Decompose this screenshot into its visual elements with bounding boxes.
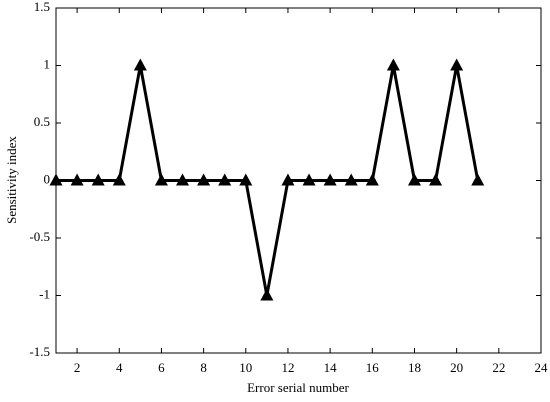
- x-tick-label: 4: [116, 360, 123, 375]
- x-tick-label: 6: [158, 360, 165, 375]
- marker: [197, 173, 211, 186]
- x-tick-label: 10: [239, 360, 252, 375]
- x-tick-label: 14: [324, 360, 338, 375]
- marker: [471, 173, 485, 186]
- x-tick-label: 24: [535, 360, 549, 375]
- marker: [386, 58, 400, 71]
- y-tick-label: 1.5: [34, 0, 50, 14]
- marker: [133, 58, 147, 71]
- x-tick-label: 12: [281, 360, 294, 375]
- x-axis-title: Error serial number: [247, 380, 349, 395]
- x-tick-label: 18: [408, 360, 421, 375]
- marker: [323, 173, 337, 186]
- marker: [281, 173, 295, 186]
- x-tick-label: 2: [74, 360, 81, 375]
- marker: [365, 173, 379, 186]
- y-tick-label: -0.5: [29, 229, 50, 244]
- marker: [218, 173, 232, 186]
- y-tick-label: 1: [44, 56, 51, 71]
- marker: [112, 173, 126, 186]
- marker: [344, 173, 358, 186]
- marker: [91, 173, 105, 186]
- marker: [302, 173, 316, 186]
- marker: [49, 173, 63, 186]
- y-tick-label: 0: [44, 171, 51, 186]
- y-tick-label: -1: [39, 286, 50, 301]
- marker: [154, 173, 168, 186]
- y-tick-label: -1.5: [29, 344, 50, 359]
- marker: [407, 173, 421, 186]
- x-tick-label: 20: [450, 360, 463, 375]
- x-tick-label: 16: [366, 360, 380, 375]
- marker: [70, 173, 84, 186]
- y-axis-title: Sensitivity index: [4, 136, 19, 224]
- marker: [239, 173, 253, 186]
- y-tick-label: 0.5: [34, 114, 50, 129]
- x-tick-label: 22: [492, 360, 505, 375]
- marker: [429, 173, 443, 186]
- x-tick-label: 8: [200, 360, 207, 375]
- marker: [450, 58, 464, 71]
- marker: [260, 288, 274, 301]
- marker: [176, 173, 190, 186]
